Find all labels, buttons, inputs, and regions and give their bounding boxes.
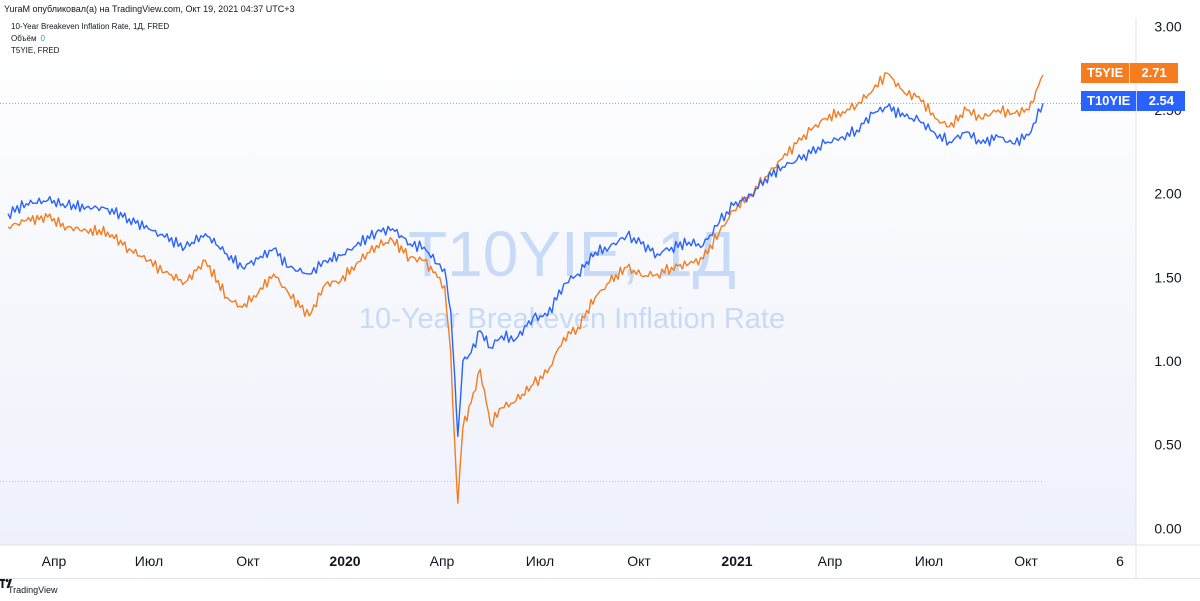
y-tick-label: 0.00 xyxy=(1154,520,1181,536)
x-tick-label: 2020 xyxy=(329,553,360,569)
publisher-bar: YuraM опубликовал(а) на TradingView.com,… xyxy=(0,0,1200,18)
plot-background xyxy=(0,18,1136,545)
y-tick-label: 3.00 xyxy=(1154,18,1181,34)
x-tick-label: Апр xyxy=(42,553,67,569)
footer-brand: TradingView xyxy=(8,585,58,595)
series-lines xyxy=(0,72,1136,504)
series-line-t5yie xyxy=(7,72,1044,504)
t5yie-badge-name: T5YIE xyxy=(1087,65,1124,80)
x-tick-label: Июл xyxy=(526,553,554,569)
y-tick-label: 0.50 xyxy=(1154,437,1181,453)
t10yie-badge-value: 2.54 xyxy=(1136,91,1185,111)
x-tick-label: 2021 xyxy=(721,553,752,569)
x-tick-label: Окт xyxy=(627,553,651,569)
legend-volume[interactable]: Объём 0 xyxy=(11,33,169,45)
t5yie-price-badge[interactable]: T5YIE 2.71 xyxy=(1081,63,1179,83)
t10yie-badge-name: T10YIE xyxy=(1087,93,1131,108)
footer-bar: TradingView xyxy=(0,578,1200,601)
publisher-line: YuraM опубликовал(а) на TradingView.com,… xyxy=(4,4,295,14)
x-tick-label: 6 xyxy=(1116,553,1124,569)
legend-overlay-series[interactable]: T5YIE, FRED xyxy=(11,46,60,55)
t5yie-badge-value: 2.71 xyxy=(1129,63,1178,83)
y-tick-label: 1.00 xyxy=(1154,353,1181,369)
chart-legend: 10-Year Breakeven Inflation Rate, 1Д, FR… xyxy=(11,21,169,57)
time-axis: Апр Июл Окт 2020 Апр Июл Окт 2021 Апр Июл Окт 6 xyxy=(42,553,1124,569)
x-tick-label: Июл xyxy=(135,553,163,569)
legend-main-series[interactable]: 10-Year Breakeven Inflation Rate, 1Д, FR… xyxy=(11,22,170,31)
x-tick-label: Апр xyxy=(430,553,455,569)
x-tick-label: Окт xyxy=(1014,553,1038,569)
tradingview-logo-icon xyxy=(0,579,12,588)
x-tick-label: Июл xyxy=(915,553,943,569)
x-tick-label: Апр xyxy=(818,553,843,569)
watermark-symbol: T10YIE, 1Д xyxy=(408,218,736,290)
y-tick-label: 1.50 xyxy=(1154,269,1181,285)
volume-label: Объём xyxy=(11,34,37,43)
volume-value: 0 xyxy=(40,34,45,43)
series-line-t10yie xyxy=(7,103,1044,437)
t10yie-price-badge[interactable]: T10YIE 2.54 xyxy=(1081,91,1186,111)
x-tick-label: Окт xyxy=(236,553,260,569)
y-tick-label: 2.00 xyxy=(1154,186,1181,202)
